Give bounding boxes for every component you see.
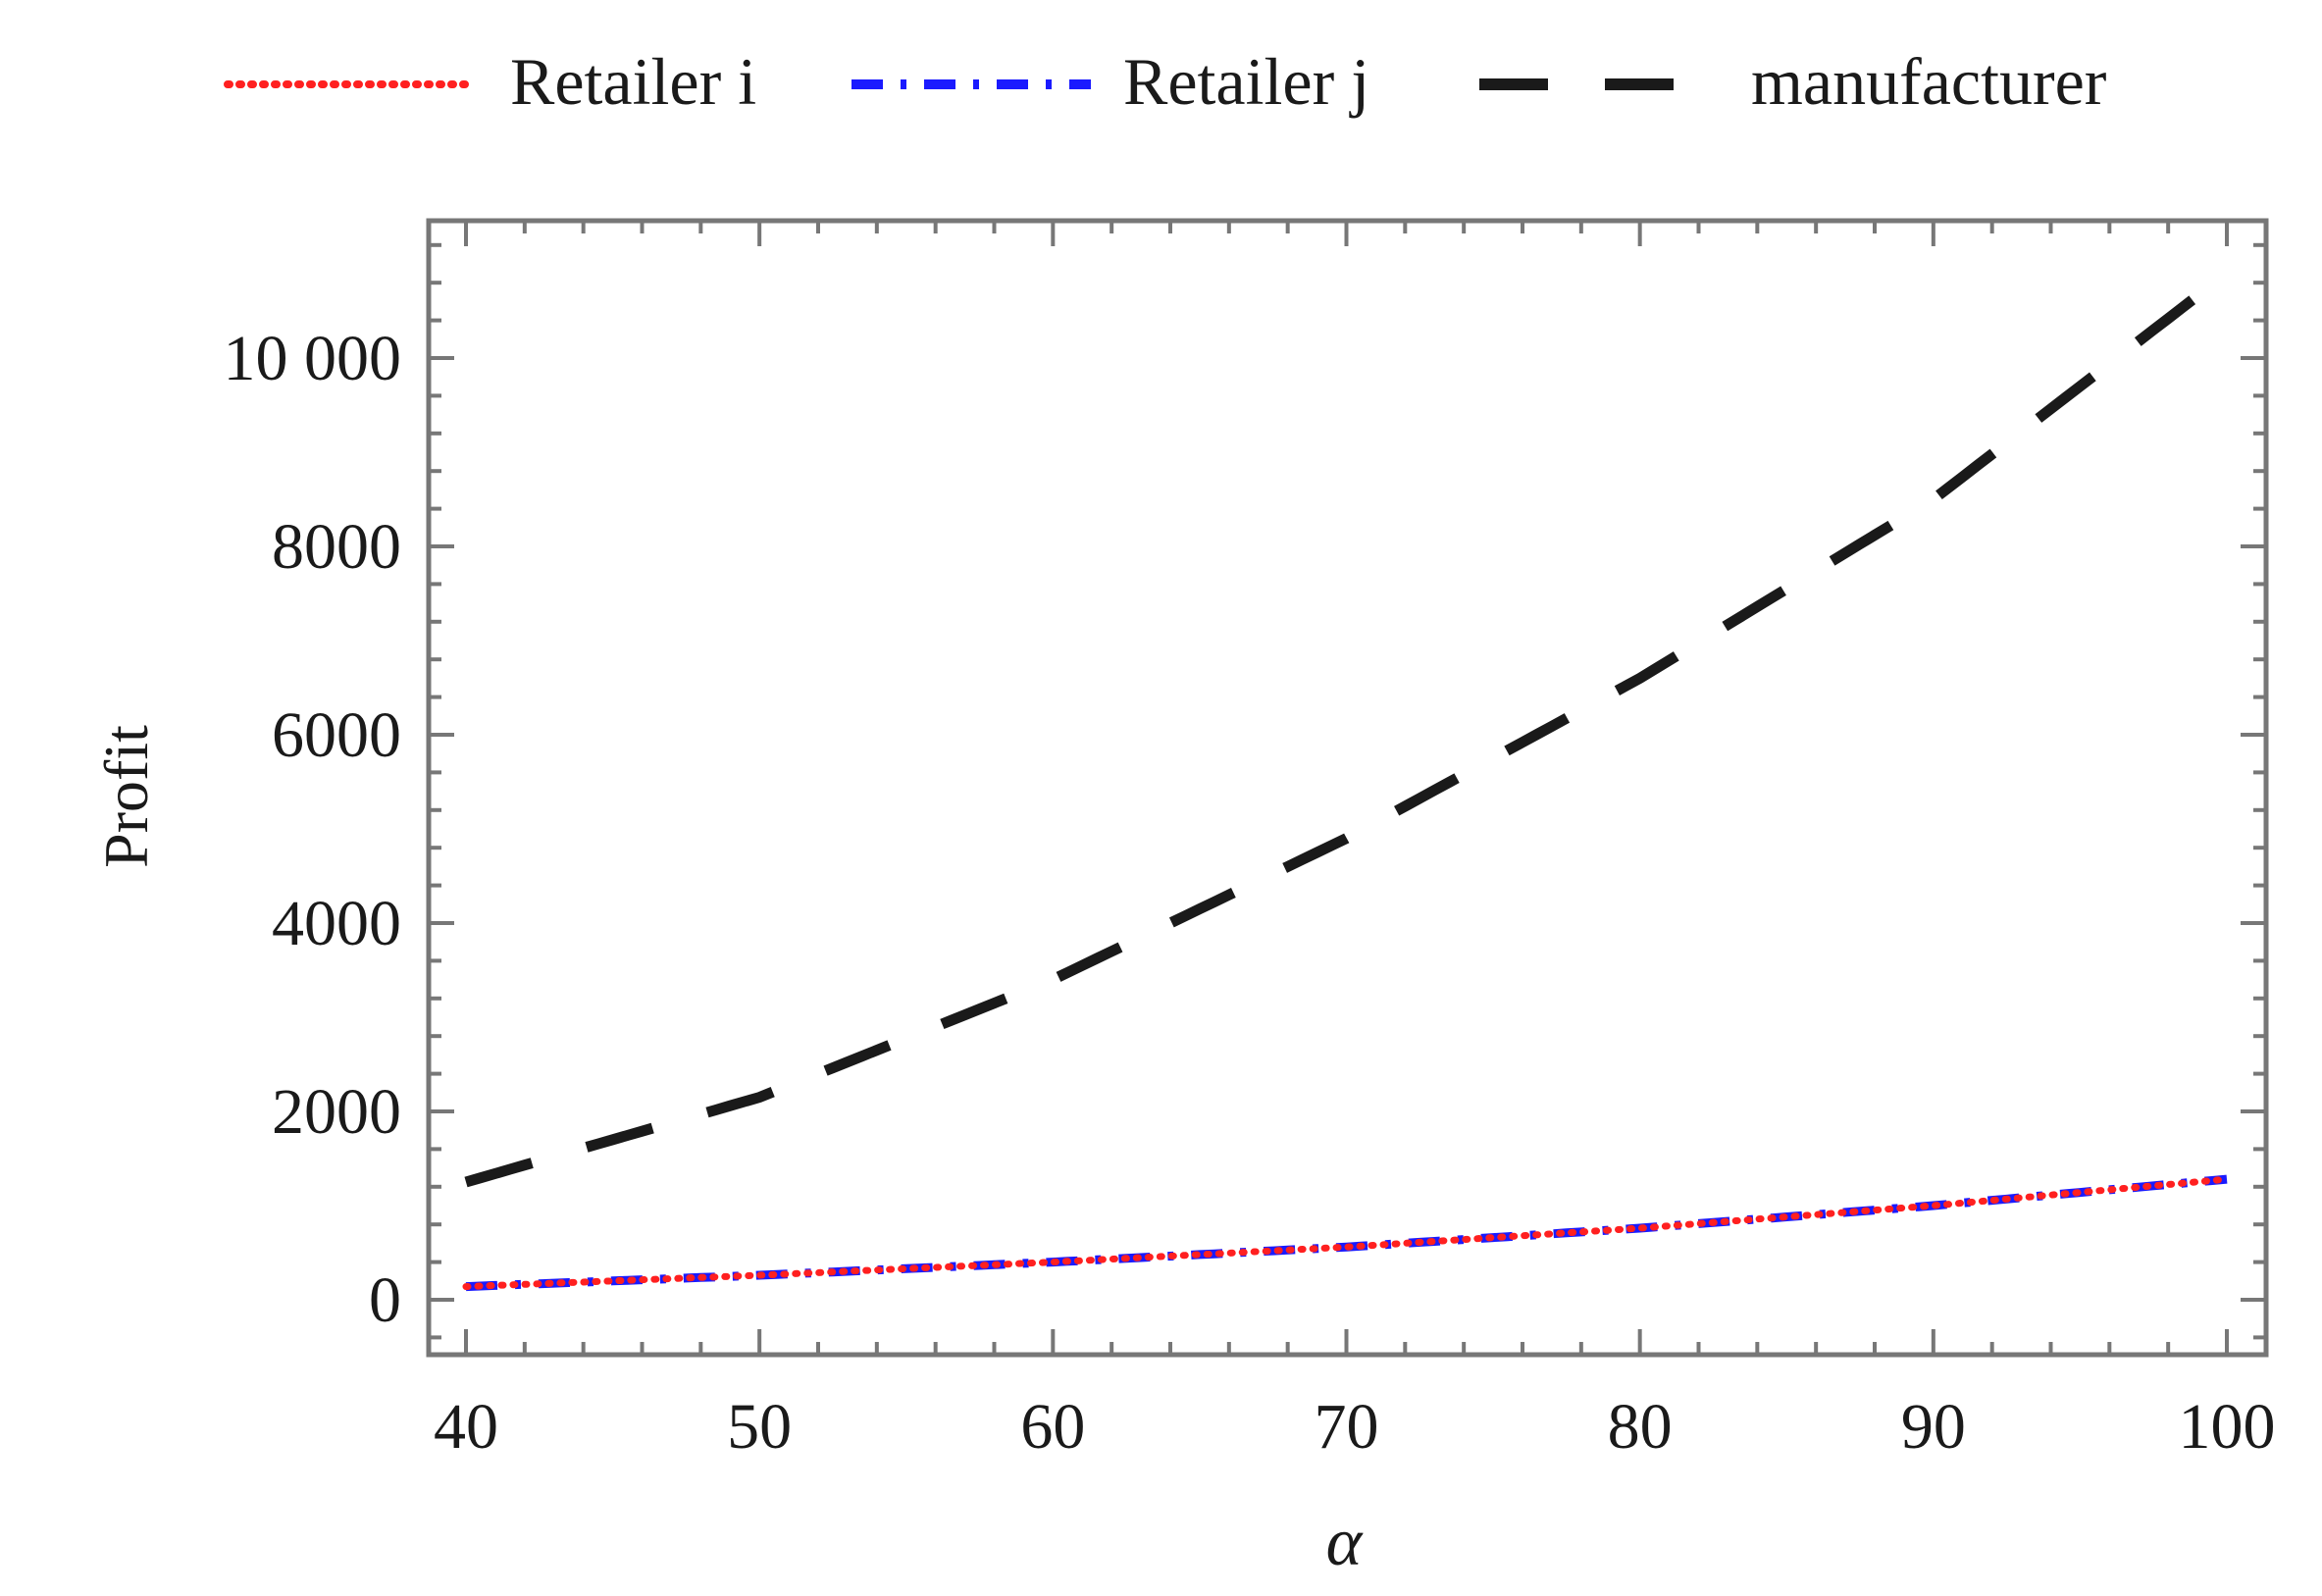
y-tick-label: 10 000	[224, 323, 402, 394]
series-layer	[462, 269, 2231, 1292]
x-tick-label: 90	[1901, 1391, 1966, 1463]
y-tick-label: 4000	[272, 888, 401, 959]
x-tick-label: 70	[1315, 1391, 1379, 1463]
y-tick-label: 8000	[272, 511, 401, 583]
series-line-retailer-j	[465, 1174, 2228, 1292]
axis-ticks: 40 50 60 70 80 90 100 0 2000 4000 6000 8000 10 000	[224, 221, 2276, 1463]
legend-label: Retailer j	[1123, 44, 1369, 119]
y-axis-title: Profit	[91, 725, 161, 868]
x-axis-title: α	[1326, 1505, 1364, 1580]
y-tick-label: 0	[369, 1264, 401, 1336]
series-line-retailer-i	[462, 1175, 2231, 1291]
x-tick-label: 80	[1608, 1391, 1673, 1463]
x-tick-label: 50	[727, 1391, 792, 1463]
legend: Retailer i Retailer j manufacturer	[224, 44, 2107, 119]
x-tick-label: 60	[1020, 1391, 1085, 1463]
legend-label: Retailer i	[510, 44, 756, 119]
plot-frame	[426, 218, 2269, 1358]
y-tick-label: 6000	[272, 699, 401, 771]
y-tick-label: 2000	[272, 1076, 401, 1148]
x-tick-label: 100	[2179, 1391, 2276, 1463]
series-line-manufacturer	[464, 269, 2231, 1188]
x-tick-label: 40	[434, 1391, 498, 1463]
legend-label: manufacturer	[1751, 44, 2107, 119]
